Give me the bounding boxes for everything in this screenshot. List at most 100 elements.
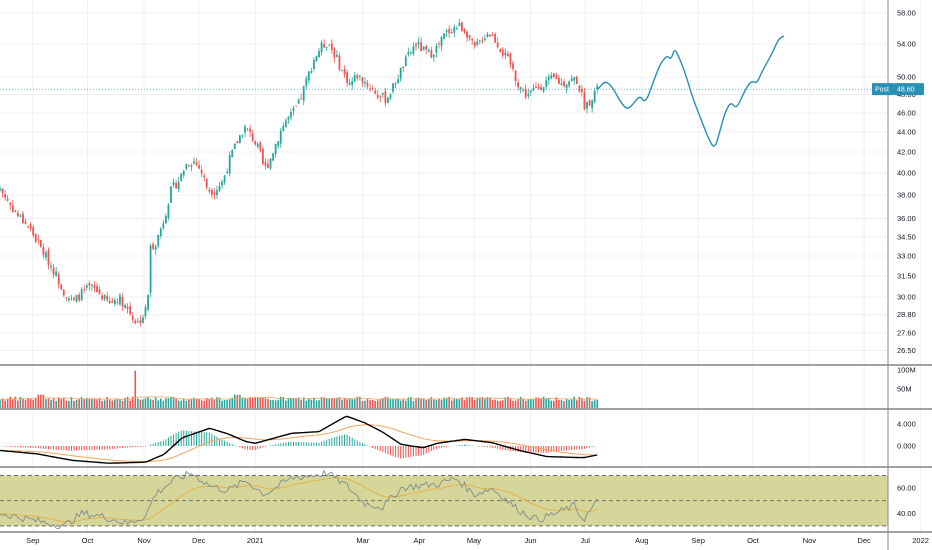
macd-histogram-bar[interactable] <box>397 446 399 458</box>
macd-histogram-bar[interactable] <box>272 444 274 447</box>
macd-histogram-bar[interactable] <box>571 446 573 450</box>
candle[interactable] <box>177 177 180 193</box>
volume-bar[interactable] <box>162 400 165 408</box>
macd-histogram-bar[interactable] <box>591 446 593 448</box>
candle[interactable] <box>45 250 47 261</box>
macd-histogram-bar[interactable] <box>377 446 379 451</box>
volume-bar[interactable] <box>435 400 438 408</box>
macd-histogram-bar[interactable] <box>349 436 351 447</box>
macd-histogram-bar[interactable] <box>81 446 83 451</box>
macd-histogram-bar[interactable] <box>53 446 55 450</box>
candle[interactable] <box>583 87 586 111</box>
volume-bar[interactable] <box>185 400 188 408</box>
volume-bar[interactable] <box>63 397 65 408</box>
candle[interactable] <box>445 28 448 37</box>
macd-histogram-bar[interactable] <box>277 443 279 447</box>
volume-bar[interactable] <box>124 397 126 408</box>
volume-bar[interactable] <box>341 399 343 408</box>
candle[interactable] <box>509 51 512 69</box>
volume-bar[interactable] <box>205 397 208 408</box>
volume-bar[interactable] <box>251 397 254 408</box>
candle[interactable] <box>522 87 525 92</box>
macd-histogram-bar[interactable] <box>196 431 198 447</box>
macd-histogram-bar[interactable] <box>193 431 195 447</box>
candle[interactable] <box>473 41 476 49</box>
candle[interactable] <box>90 284 93 291</box>
volume-bar[interactable] <box>384 396 387 408</box>
candle[interactable] <box>552 73 555 79</box>
macd-histogram-bar[interactable] <box>101 446 103 450</box>
macd-histogram-bar[interactable] <box>456 445 458 447</box>
candle[interactable] <box>568 80 571 89</box>
candle[interactable] <box>310 67 313 74</box>
volume-bar[interactable] <box>114 399 116 408</box>
candle[interactable] <box>565 84 568 94</box>
volume-bar[interactable] <box>142 399 144 408</box>
macd-histogram-bar[interactable] <box>466 444 468 447</box>
volume-bar[interactable] <box>302 397 305 408</box>
candle[interactable] <box>443 33 445 40</box>
macd-histogram-bar[interactable] <box>234 445 236 447</box>
candle[interactable] <box>119 292 121 306</box>
macd-histogram-bar[interactable] <box>379 446 381 452</box>
candle[interactable] <box>4 190 7 201</box>
candle[interactable] <box>540 83 542 91</box>
volume-bar[interactable] <box>287 397 290 408</box>
candle[interactable] <box>404 54 407 67</box>
volume-bar[interactable] <box>522 398 525 408</box>
macd-histogram-bar[interactable] <box>114 446 116 449</box>
macd-histogram-bar[interactable] <box>522 446 524 453</box>
candle[interactable] <box>412 42 415 56</box>
volume-bar[interactable] <box>535 397 537 408</box>
candle[interactable] <box>560 78 563 86</box>
candle[interactable] <box>335 50 338 58</box>
macd-histogram-bar[interactable] <box>68 446 70 451</box>
volume-bar[interactable] <box>496 400 499 408</box>
volume-bar[interactable] <box>52 398 55 408</box>
volume-bar[interactable] <box>19 396 22 408</box>
macd-histogram-bar[interactable] <box>22 446 24 448</box>
volume-bar[interactable] <box>501 400 504 408</box>
volume-bar[interactable] <box>50 399 52 408</box>
macd-histogram-bar[interactable] <box>132 446 134 448</box>
candle[interactable] <box>1 188 4 198</box>
volume-bar[interactable] <box>359 396 361 408</box>
macd-histogram-bar[interactable] <box>489 446 491 448</box>
volume-bar[interactable] <box>167 398 170 408</box>
macd-histogram-bar[interactable] <box>47 446 49 450</box>
macd-histogram-bar[interactable] <box>589 446 591 448</box>
macd-histogram-bar[interactable] <box>392 446 394 457</box>
candle[interactable] <box>545 76 548 91</box>
volume-bar[interactable] <box>91 398 93 408</box>
candle[interactable] <box>517 78 519 91</box>
macd-histogram-bar[interactable] <box>264 446 266 447</box>
macd-histogram-bar[interactable] <box>216 436 218 447</box>
candle[interactable] <box>496 37 499 49</box>
volume-bar[interactable] <box>193 397 195 408</box>
candle[interactable] <box>226 168 229 175</box>
macd-histogram-bar[interactable] <box>497 446 499 449</box>
candle[interactable] <box>422 46 425 51</box>
volume-bar[interactable] <box>149 399 152 408</box>
volume-bar[interactable] <box>570 399 573 408</box>
macd-histogram-bar[interactable] <box>540 446 542 453</box>
candle[interactable] <box>73 296 75 302</box>
volume-bar[interactable] <box>6 398 9 408</box>
macd-histogram-bar[interactable] <box>30 446 32 448</box>
price-pane[interactable] <box>0 18 599 327</box>
macd-histogram-bar[interactable] <box>221 439 223 447</box>
macd-histogram-bar[interactable] <box>344 434 346 447</box>
volume-bar[interactable] <box>553 400 555 408</box>
volume-bar[interactable] <box>154 397 157 408</box>
volume-bar[interactable] <box>504 397 507 408</box>
candle[interactable] <box>313 57 315 72</box>
volume-bar[interactable] <box>80 397 83 408</box>
volume-bar[interactable] <box>530 399 532 408</box>
candle[interactable] <box>27 225 29 229</box>
candle[interactable] <box>157 234 160 249</box>
volume-bar[interactable] <box>499 400 502 408</box>
volume-bar[interactable] <box>568 399 570 408</box>
volume-bar[interactable] <box>315 400 318 408</box>
candle[interactable] <box>180 173 183 183</box>
candle[interactable] <box>246 128 249 131</box>
